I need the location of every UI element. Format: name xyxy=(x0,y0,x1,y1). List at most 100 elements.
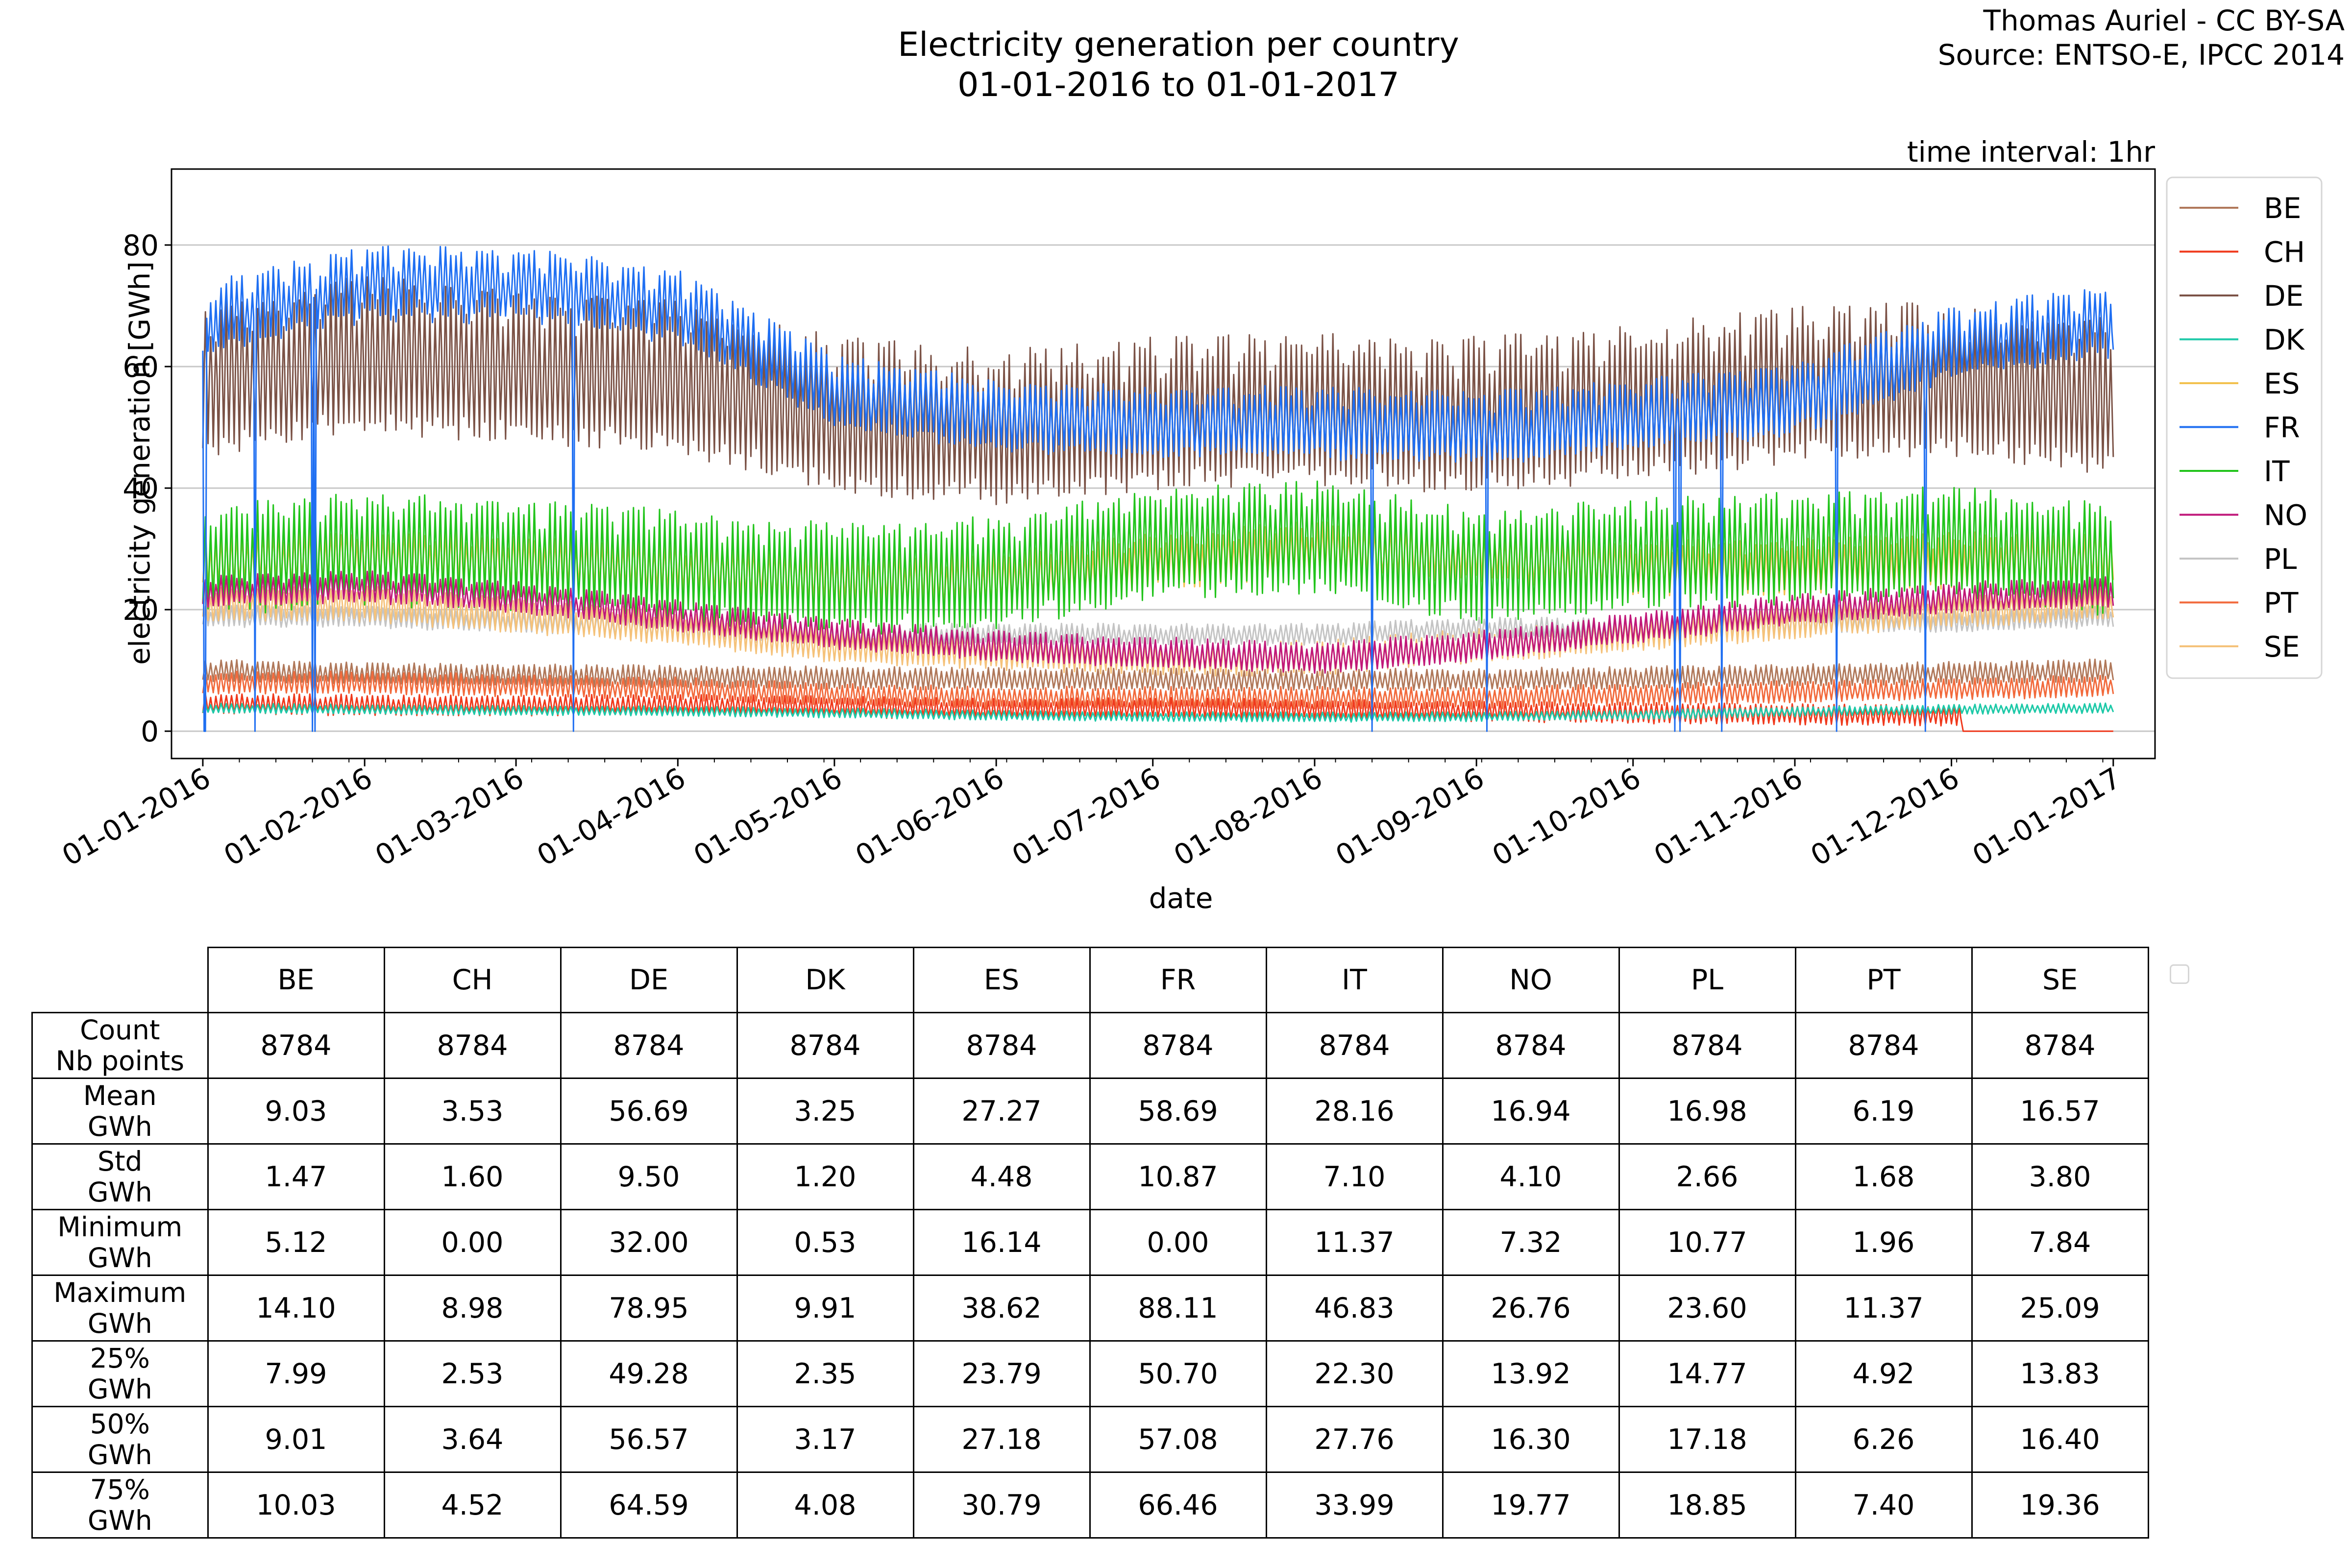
table-row: 25% GWh 7.99 2.53 49.28 2.35 23.79 50.70 22.30 13… xyxy=(31,1340,2149,1407)
table-cell: 8784 xyxy=(1442,1012,1620,1079)
x-tick-label: 01-01-2016 xyxy=(56,761,216,872)
table-row: Mean GWh 9.03 3.53 56.69 3.25 27.27 58.69 28.16 1… xyxy=(31,1078,2149,1145)
table-cell: 7.32 xyxy=(1442,1209,1620,1276)
table-cell: 9.01 xyxy=(207,1406,385,1473)
table-cell: 16.30 xyxy=(1442,1406,1620,1473)
table-cell: 8784 xyxy=(1794,1012,1973,1079)
row-header-unit: GWh xyxy=(87,1176,152,1208)
table-cell: 13.83 xyxy=(1971,1340,2149,1407)
table-row: Maximum GWh 14.10 8.98 78.95 9.91 38.62 88.11 46… xyxy=(31,1274,2149,1342)
table-cell: 7.10 xyxy=(1265,1143,1444,1210)
table-cell: 64.59 xyxy=(560,1471,738,1539)
column-header-ch: CH xyxy=(383,947,562,1013)
table-cell: 10.03 xyxy=(207,1471,385,1539)
row-header-unit: GWh xyxy=(87,1110,152,1142)
table-cell: 9.50 xyxy=(560,1143,738,1210)
column-header-dk: DK xyxy=(736,947,914,1013)
x-tick-label: 01-04-2016 xyxy=(531,761,691,872)
table-cell: 8784 xyxy=(1618,1012,1796,1079)
table-row: 75% GWh 10.03 4.52 64.59 4.08 30.79 66.46 33.99 1… xyxy=(31,1471,2149,1539)
row-header-label: Maximum xyxy=(53,1276,187,1308)
y-tick-label: 60 xyxy=(122,350,159,384)
table-cell: 8784 xyxy=(1265,1012,1444,1079)
table-cell: 3.25 xyxy=(736,1078,914,1145)
row-header-label: 75% xyxy=(90,1473,150,1505)
x-tick-label: 01-10-2016 xyxy=(1487,761,1646,872)
table-cell: 8784 xyxy=(383,1012,562,1079)
table-cell: 8784 xyxy=(1971,1012,2149,1079)
table-cell: 10.87 xyxy=(1089,1143,1267,1210)
row-header-label: Std xyxy=(98,1145,143,1177)
x-tick-label: 01-03-2016 xyxy=(369,761,529,872)
column-header-de: DE xyxy=(560,947,738,1013)
x-tick-label: 01-12-2016 xyxy=(1805,761,1965,872)
series-layer xyxy=(202,245,2114,732)
column-header-be: BE xyxy=(207,947,385,1013)
legend-label-de: DE xyxy=(2264,279,2303,313)
table-cell: 27.27 xyxy=(912,1078,1091,1145)
x-tick-label: 01-05-2016 xyxy=(688,761,848,872)
table-cell: 1.68 xyxy=(1794,1143,1973,1210)
table-cell: 0.00 xyxy=(1089,1209,1267,1276)
legend-label-ch: CH xyxy=(2264,236,2305,269)
column-header-se: SE xyxy=(1971,947,2149,1013)
table-cell: 23.60 xyxy=(1618,1274,1796,1342)
table-cell: 4.08 xyxy=(736,1471,914,1539)
table-cell: 16.98 xyxy=(1618,1078,1796,1145)
table-cell: 66.46 xyxy=(1089,1471,1267,1539)
table-cell: 19.77 xyxy=(1442,1471,1620,1539)
table-cell: 26.76 xyxy=(1442,1274,1620,1342)
table-cell: 6.26 xyxy=(1794,1406,1973,1473)
series-line-no xyxy=(202,570,2114,674)
table-cell: 1.60 xyxy=(383,1143,562,1210)
column-header-pl: PL xyxy=(1618,947,1796,1013)
row-header-unit: GWh xyxy=(87,1504,152,1536)
table-cell: 27.18 xyxy=(912,1406,1091,1473)
y-tick-label: 0 xyxy=(141,715,159,748)
table-cell: 2.66 xyxy=(1618,1143,1796,1210)
column-header-es: ES xyxy=(912,947,1091,1013)
legend-label-pt: PT xyxy=(2264,587,2299,620)
legend-label-se: SE xyxy=(2264,630,2300,663)
series-line-dk xyxy=(202,702,2114,723)
table-cell: 46.83 xyxy=(1265,1274,1444,1342)
table-cell: 3.80 xyxy=(1971,1143,2149,1210)
column-header-it: IT xyxy=(1265,947,1444,1013)
table-cell: 8784 xyxy=(736,1012,914,1079)
table-cell: 23.79 xyxy=(912,1340,1091,1407)
table-cell: 2.53 xyxy=(383,1340,562,1407)
table-cell: 16.57 xyxy=(1971,1078,2149,1145)
table-corner-cell xyxy=(32,947,209,1013)
legend-label-es: ES xyxy=(2264,367,2300,400)
table-row: 50% GWh 9.01 3.64 56.57 3.17 27.18 57.08 27.76 16… xyxy=(31,1406,2149,1473)
column-header-no: NO xyxy=(1442,947,1620,1013)
table-cell: 33.99 xyxy=(1265,1471,1444,1539)
table-cell: 11.37 xyxy=(1794,1274,1973,1342)
series-line-se xyxy=(202,585,2114,677)
table-cell: 8784 xyxy=(560,1012,738,1079)
table-cell: 0.53 xyxy=(736,1209,914,1276)
y-axis-label: electricity generation [GWh] xyxy=(123,261,156,665)
x-tick-label: 01-07-2016 xyxy=(1006,761,1166,872)
row-header: 75% GWh xyxy=(31,1471,209,1539)
x-tick-label: 01-08-2016 xyxy=(1168,761,1328,872)
chart-title-line2: 01-01-2016 to 01-01-2017 xyxy=(957,66,1399,104)
table-cell: 14.10 xyxy=(207,1274,385,1342)
chart-title-line1: Electricity generation per country xyxy=(898,25,1459,64)
table-cell: 9.91 xyxy=(736,1274,914,1342)
y-tick-label: 20 xyxy=(122,593,159,627)
table-cell: 25.09 xyxy=(1971,1274,2149,1342)
table-row: Count Nb points 8784 8784 8784 8784 8784 8784 87… xyxy=(31,1012,2149,1079)
legend-label-be: BE xyxy=(2264,192,2301,225)
table-cell: 28.16 xyxy=(1265,1078,1444,1145)
table-cell: 50.70 xyxy=(1089,1340,1267,1407)
table-cell: 0.00 xyxy=(383,1209,562,1276)
table-cell: 30.79 xyxy=(912,1471,1091,1539)
row-header-unit: GWh xyxy=(87,1242,152,1274)
row-header: Minimum GWh xyxy=(31,1209,209,1276)
row-header-label: Count xyxy=(80,1014,160,1046)
table-cell: 4.92 xyxy=(1794,1340,1973,1407)
row-header: Maximum GWh xyxy=(31,1274,209,1342)
